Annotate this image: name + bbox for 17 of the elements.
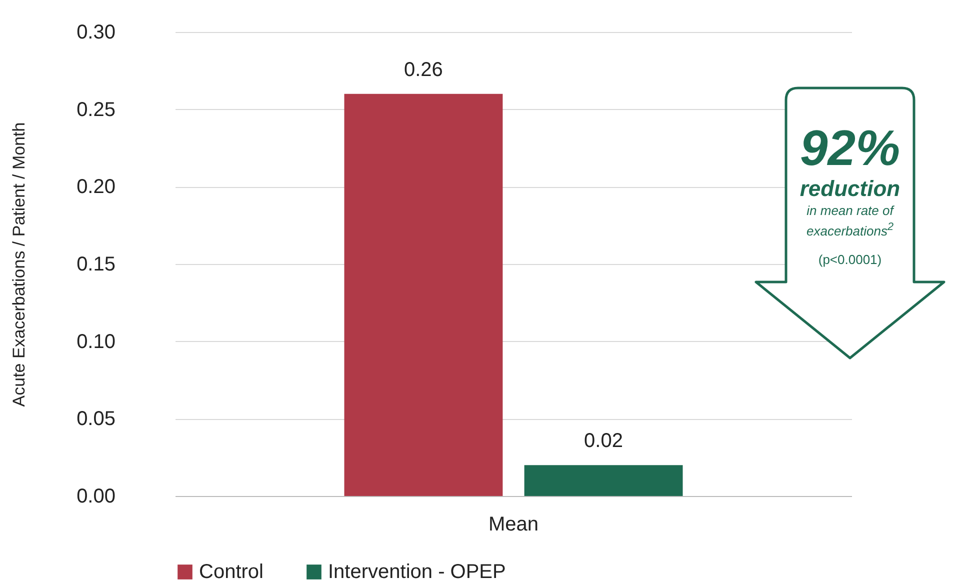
annotation: in mean rate of exacerbations$^{2}$ xyxy=(806,202,896,240)
y-tick-label: 0.15 xyxy=(76,254,116,276)
y-tick-label: 0.20 xyxy=(76,176,116,198)
annotation: 92% xyxy=(798,120,902,176)
y-tick-label: 0.25 xyxy=(76,98,116,121)
data-label: 0.26 xyxy=(404,58,443,81)
x-tick-label: Mean xyxy=(488,514,539,536)
annotation: (p<0.0001) xyxy=(817,251,883,268)
y-tick-label: 0.30 xyxy=(76,22,116,44)
y-tick-label: 0.00 xyxy=(76,486,116,508)
y-tick-label: 0.05 xyxy=(76,408,116,430)
y-axis-title: Acute Exacerbations / Patient / Month xyxy=(10,122,29,407)
legend-label: Control xyxy=(199,561,264,583)
data-label: 0.02 xyxy=(584,430,623,452)
annotation: reduction xyxy=(798,176,902,202)
legend-label: Intervention - OPEP xyxy=(328,561,506,583)
y-tick-label: 0.10 xyxy=(76,330,116,353)
